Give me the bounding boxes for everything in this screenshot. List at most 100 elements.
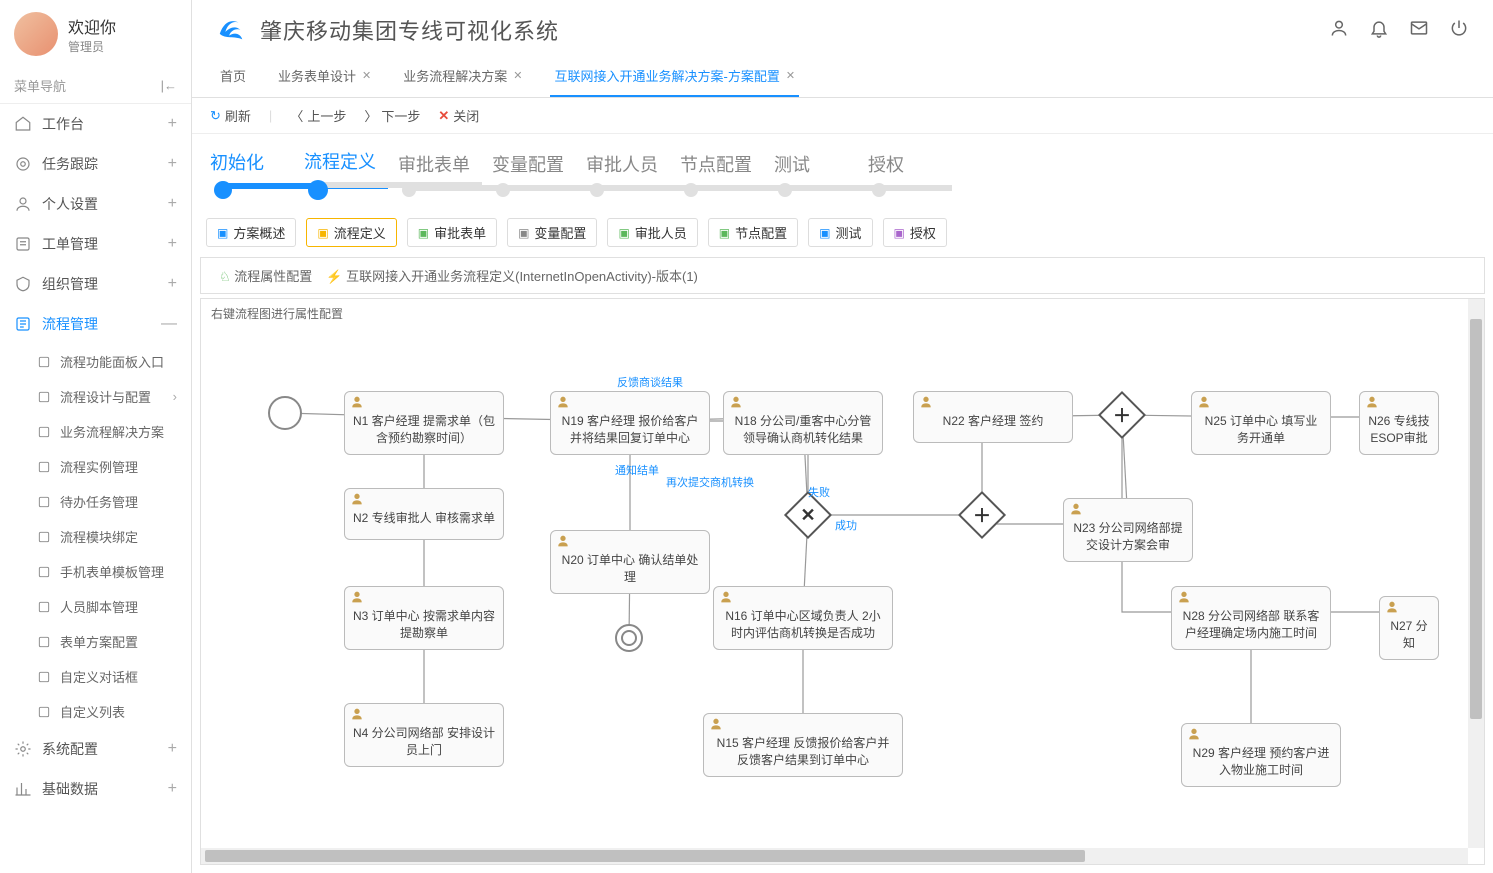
gateway[interactable]: ＋ <box>1098 391 1146 439</box>
sidebar-subitem-5[interactable]: 流程模块绑定 <box>36 519 191 554</box>
flow-node[interactable]: N27 分知 <box>1379 596 1439 660</box>
step-0[interactable]: 初始化 <box>210 149 304 199</box>
flow-node[interactable]: N3 订单中心 按需求单内容提勘察单 <box>344 586 504 650</box>
sidebar-subitem-3[interactable]: 流程实例管理 <box>36 449 191 484</box>
person-icon <box>1364 394 1380 410</box>
edge-label: 再次提交商机转换 <box>666 474 754 490</box>
sidebar-item-6[interactable]: 系统配置+ <box>0 729 191 769</box>
canvas[interactable]: N1 客户经理 提需求单（包含预约勘察时间） N2 专线审批人 审核需求单 N3 订… <box>201 299 1485 865</box>
topbar: 肇庆移动集团专线可视化系统 <box>192 0 1493 56</box>
gateway[interactable]: ＋ <box>958 491 1006 539</box>
subtab-4[interactable]: ▣审批人员 <box>607 218 697 247</box>
scrollbar-horizontal[interactable] <box>201 848 1468 864</box>
sub-icon <box>36 494 52 510</box>
bell-icon[interactable] <box>1369 18 1389 43</box>
sidebar-item-5[interactable]: 流程管理— <box>0 304 191 344</box>
canvas-wrap: 右键流程图进行属性配置 N1 客户经理 提需求单（包含预约勘察时间） N2 专线审… <box>200 298 1485 865</box>
subtab-3[interactable]: ▣变量配置 <box>507 218 597 247</box>
flow-node[interactable]: N28 分公司网络部 联系客户经理确定场内施工时间 <box>1171 586 1331 650</box>
flow-node[interactable]: N15 客户经理 反馈报价给客户并反馈客户结果到订单中心 <box>703 713 903 777</box>
sidebar-item-3[interactable]: 工单管理+ <box>0 224 191 264</box>
app-title: 肇庆移动集团专线可视化系统 <box>260 14 559 46</box>
sidebar-subitem-6[interactable]: 手机表单模板管理 <box>36 554 191 589</box>
subtab-7[interactable]: ▣授权 <box>883 218 947 247</box>
person-icon <box>728 394 744 410</box>
flow-node[interactable]: N22 客户经理 签约 <box>913 391 1073 443</box>
sidebar-subitem-8[interactable]: 表单方案配置 <box>36 624 191 659</box>
flow-node[interactable]: N20 订单中心 确认结单处理 <box>550 530 710 594</box>
person-icon <box>349 394 365 410</box>
close-icon[interactable]: ✕ <box>513 69 522 82</box>
sidebar-item-7[interactable]: 基础数据+ <box>0 769 191 809</box>
step-2[interactable]: 审批表单 <box>398 151 492 197</box>
tab-3[interactable]: 互联网接入开通业务解决方案-方案配置✕ <box>550 56 799 97</box>
sidebar-subitem-7[interactable]: 人员脚本管理 <box>36 589 191 624</box>
sidebar-item-4[interactable]: 组织管理+ <box>0 264 191 304</box>
flow-node[interactable]: N19 客户经理 报价给客户并将结果回复订单中心 <box>550 391 710 455</box>
close-button[interactable]: ✕关闭 <box>438 106 479 125</box>
flow-node[interactable]: N26 专线技ESOP审批 <box>1359 391 1439 455</box>
step-1[interactable]: 流程定义 <box>304 148 398 200</box>
tab-1[interactable]: 业务表单设计✕ <box>274 56 375 97</box>
subtab-1[interactable]: ▣流程定义 <box>306 218 396 247</box>
top-actions <box>1329 18 1469 43</box>
flow-node[interactable]: N1 客户经理 提需求单（包含预约勘察时间） <box>344 391 504 455</box>
mail-icon[interactable] <box>1409 18 1429 43</box>
flow-start[interactable] <box>268 396 302 430</box>
tab-0[interactable]: 首页 <box>216 56 250 97</box>
flow-node[interactable]: N23 分公司网络部提交设计方案会审 <box>1063 498 1193 562</box>
sidebar-subitem-9[interactable]: 自定义对话框 <box>36 659 191 694</box>
subtab-6[interactable]: ▣测试 <box>808 218 872 247</box>
sidebar-subitem-10[interactable]: 自定义列表 <box>36 694 191 729</box>
tab-2[interactable]: 业务流程解决方案✕ <box>399 56 526 97</box>
nav-icon <box>14 155 32 173</box>
refresh-button[interactable]: ↻刷新 <box>210 106 251 125</box>
person-icon <box>1384 599 1400 615</box>
page-tabs: 首页业务表单设计✕ 业务流程解决方案✕ 互联网接入开通业务解决方案-方案配置✕ <box>192 56 1493 98</box>
flow-end[interactable] <box>615 624 643 652</box>
nav-icon <box>14 780 32 798</box>
crumb-2[interactable]: 互联网接入开通业务流程定义(InternetInOpenActivity)-版本… <box>346 269 698 284</box>
flow-node[interactable]: N16 订单中心区域负责人 2小时内评估商机转换是否成功 <box>713 586 893 650</box>
flow-node[interactable]: N4 分公司网络部 安排设计员上门 <box>344 703 504 767</box>
step-6[interactable]: 测试 <box>774 151 868 197</box>
nav-icon <box>14 275 32 293</box>
flow-node[interactable]: N2 专线审批人 审核需求单 <box>344 488 504 540</box>
prev-button[interactable]: 〈上一步 <box>290 106 346 125</box>
sidebar-item-1[interactable]: 任务跟踪+ <box>0 144 191 184</box>
sub-icon <box>36 354 52 370</box>
subtab-2[interactable]: ▣审批表单 <box>407 218 497 247</box>
step-5[interactable]: 节点配置 <box>680 151 774 197</box>
subtab-5[interactable]: ▣节点配置 <box>708 218 798 247</box>
nav-icon <box>14 115 32 133</box>
sidebar-subitem-0[interactable]: 流程功能面板入口 <box>36 344 191 379</box>
sidebar-subitem-4[interactable]: 待办任务管理 <box>36 484 191 519</box>
avatar <box>14 12 58 56</box>
step-3[interactable]: 变量配置 <box>492 151 586 197</box>
close-icon[interactable]: ✕ <box>362 69 371 82</box>
flow-node[interactable]: N25 订单中心 填写业务开通单 <box>1191 391 1331 455</box>
sidebar-subitem-2[interactable]: 业务流程解决方案 <box>36 414 191 449</box>
user-icon[interactable] <box>1329 18 1349 43</box>
main: 肇庆移动集团专线可视化系统 首页业务表单设计✕ 业务流程解决方案✕ 互联网接入开通业… <box>192 0 1493 873</box>
step-7[interactable]: 授权 <box>868 151 962 197</box>
person-icon <box>555 533 571 549</box>
power-icon[interactable] <box>1449 18 1469 43</box>
sub-icon <box>36 389 52 405</box>
nav-title: 菜单导航 <box>14 76 66 95</box>
collapse-icon[interactable]: |← <box>161 78 177 93</box>
next-button[interactable]: 〉下一步 <box>364 106 420 125</box>
sidebar-item-0[interactable]: 工作台+ <box>0 104 191 144</box>
canvas-hint: 右键流程图进行属性配置 <box>211 305 343 322</box>
close-icon[interactable]: ✕ <box>786 69 795 82</box>
flow-node[interactable]: N18 分公司/重客中心分管领导确认商机转化结果 <box>723 391 883 455</box>
person-icon <box>1176 589 1192 605</box>
nav-header: 菜单导航 |← <box>0 68 191 104</box>
crumb-1[interactable]: 流程属性配置 <box>234 269 312 284</box>
sidebar-subitem-1[interactable]: 流程设计与配置› <box>36 379 191 414</box>
flow-node[interactable]: N29 客户经理 预约客户进入物业施工时间 <box>1181 723 1341 787</box>
scrollbar-vertical[interactable] <box>1468 299 1484 848</box>
sidebar-item-2[interactable]: 个人设置+ <box>0 184 191 224</box>
step-4[interactable]: 审批人员 <box>586 151 680 197</box>
subtab-0[interactable]: ▣方案概述 <box>206 218 296 247</box>
